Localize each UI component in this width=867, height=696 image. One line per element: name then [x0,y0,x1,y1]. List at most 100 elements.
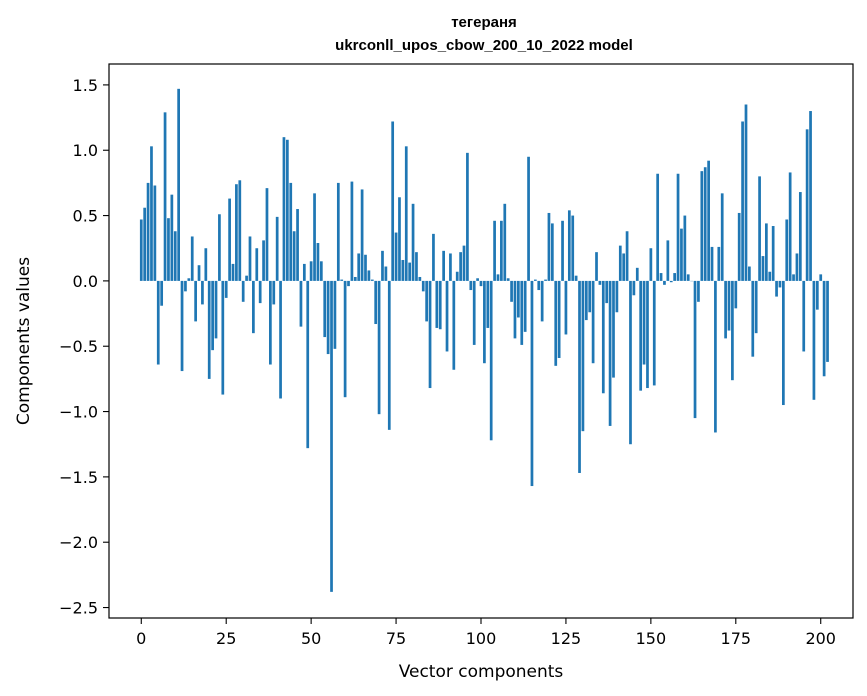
bar [438,280,442,330]
bar [404,146,408,281]
bar [265,188,269,281]
bar [564,280,568,335]
bar [714,280,717,433]
bar [819,274,823,281]
bar [367,270,371,281]
bar [802,280,806,352]
bar [506,278,510,281]
bar [782,280,785,406]
bar [805,129,809,281]
bar [347,280,350,287]
bar [639,280,643,391]
bar [588,280,592,313]
bar [391,121,395,281]
bar [167,218,170,281]
bar [296,209,299,281]
bar [398,197,401,281]
bar [286,139,289,281]
bar [340,279,344,281]
bar [153,185,157,281]
bar [510,280,513,302]
bar [707,160,710,281]
bar [697,280,700,302]
y-tick-label: 0.0 [73,272,98,291]
bar [333,280,337,349]
bar [663,280,666,285]
bar [449,253,452,281]
x-tick-label: 25 [216,629,236,648]
bar [357,253,361,281]
bar [279,280,282,399]
bar [479,280,483,287]
bar [384,266,388,281]
bar [669,280,673,283]
bar [788,172,792,281]
bar [659,273,663,281]
bar [411,203,415,281]
bar [401,259,405,281]
plot-frame [108,63,854,619]
bar [795,253,799,281]
bar [537,280,541,291]
bar [306,280,310,449]
x-tick-label: 0 [136,629,146,648]
bar [472,280,476,345]
bar [408,262,412,281]
bar [581,280,585,432]
bar [139,219,143,281]
y-tick-label: −2.5 [59,599,98,618]
bar [428,280,432,389]
bar [680,228,683,281]
y-tick-label: −1.0 [59,403,98,422]
bar [184,280,187,292]
bar [160,280,164,306]
bar [204,248,208,281]
chart-title: тегераня [451,14,517,31]
bar [445,280,449,352]
bar [455,271,459,281]
bar [343,280,347,398]
bar [187,278,191,281]
bar [421,280,425,292]
bar [527,156,530,281]
bar [812,280,816,400]
bar [360,189,364,281]
bar [615,280,619,313]
bar [370,279,374,281]
bar [231,263,235,281]
bar [646,280,649,389]
bar [513,280,517,339]
bar [201,280,204,305]
bar [656,173,660,281]
bar [703,167,707,281]
bar [374,280,378,325]
bar [190,236,194,281]
bar [571,215,575,281]
bar [700,171,704,281]
bar [534,279,537,281]
bar [751,280,755,357]
bar [326,280,330,355]
bar [282,137,286,281]
bar [462,245,466,281]
bar [601,280,605,394]
bar [561,220,564,281]
x-tick-label: 75 [386,629,406,648]
bar [517,280,520,318]
bar [309,261,313,281]
bar [632,280,636,296]
bar [809,111,812,281]
bar [792,274,795,281]
bar [578,280,581,473]
bar [550,223,554,281]
y-tick-label: 1.5 [73,76,98,95]
bar [459,252,462,281]
bar [197,265,201,281]
bar [591,280,595,364]
y-axis-label: Components values [14,257,34,425]
bar [302,263,306,281]
bar [618,245,622,281]
bar [574,275,578,281]
